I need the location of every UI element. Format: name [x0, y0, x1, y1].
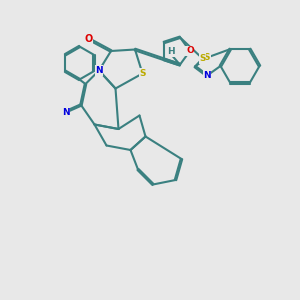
Text: H: H: [167, 47, 175, 56]
Text: N: N: [203, 71, 211, 80]
Text: N: N: [62, 108, 70, 117]
Text: S: S: [139, 69, 146, 78]
Text: S: S: [204, 53, 210, 62]
Text: O: O: [84, 34, 93, 44]
Text: O: O: [186, 46, 194, 56]
Text: N: N: [95, 66, 103, 75]
Text: S: S: [199, 54, 206, 63]
